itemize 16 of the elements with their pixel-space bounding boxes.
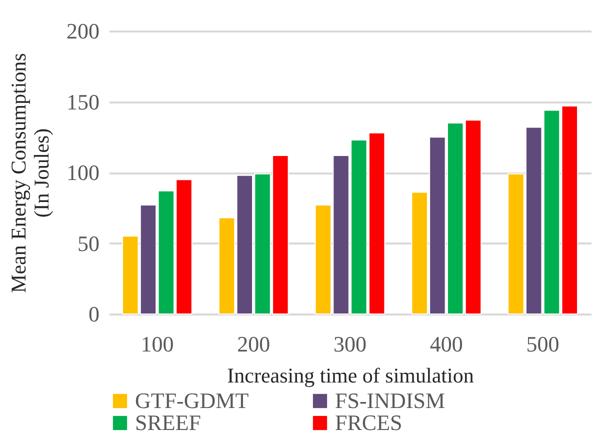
x-tick-label: 400 bbox=[430, 332, 463, 356]
x-tick-label: 200 bbox=[237, 332, 270, 356]
x-tick-label: 100 bbox=[140, 332, 174, 356]
legend-label: SREEF bbox=[135, 410, 202, 435]
legend-label: GTF-GDMT bbox=[135, 388, 250, 413]
y-tick-label: 100 bbox=[66, 160, 100, 185]
y-axis-title: Mean Energy Consumptions (In Joules) bbox=[6, 53, 54, 293]
legend-label: FS-INDISM bbox=[335, 388, 446, 413]
y-tick-label: 200 bbox=[66, 18, 100, 44]
y-tick-label: 150 bbox=[66, 89, 100, 114]
legend-label: FRCES bbox=[335, 410, 402, 435]
y-tick-label: 0 bbox=[88, 302, 100, 326]
x-axis-title: Increasing time of simulation bbox=[227, 364, 474, 388]
x-tick-label: 300 bbox=[334, 332, 366, 356]
x-tick-label: 500 bbox=[526, 332, 560, 356]
y-tick-label: 50 bbox=[78, 230, 100, 256]
